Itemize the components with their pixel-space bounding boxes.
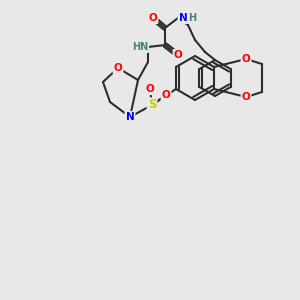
Text: H: H (188, 13, 196, 23)
Text: O: O (146, 84, 154, 94)
Text: O: O (174, 50, 182, 60)
Text: O: O (148, 13, 158, 23)
Text: O: O (162, 90, 170, 100)
Text: O: O (242, 92, 250, 102)
Text: O: O (114, 63, 122, 73)
Text: S: S (148, 98, 156, 112)
Text: N: N (178, 13, 188, 23)
Text: O: O (242, 54, 250, 64)
Text: HN: HN (132, 42, 148, 52)
Text: N: N (126, 112, 134, 122)
